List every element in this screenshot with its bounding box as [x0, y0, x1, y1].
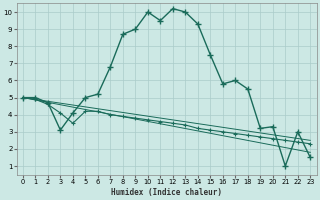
- X-axis label: Humidex (Indice chaleur): Humidex (Indice chaleur): [111, 188, 222, 197]
